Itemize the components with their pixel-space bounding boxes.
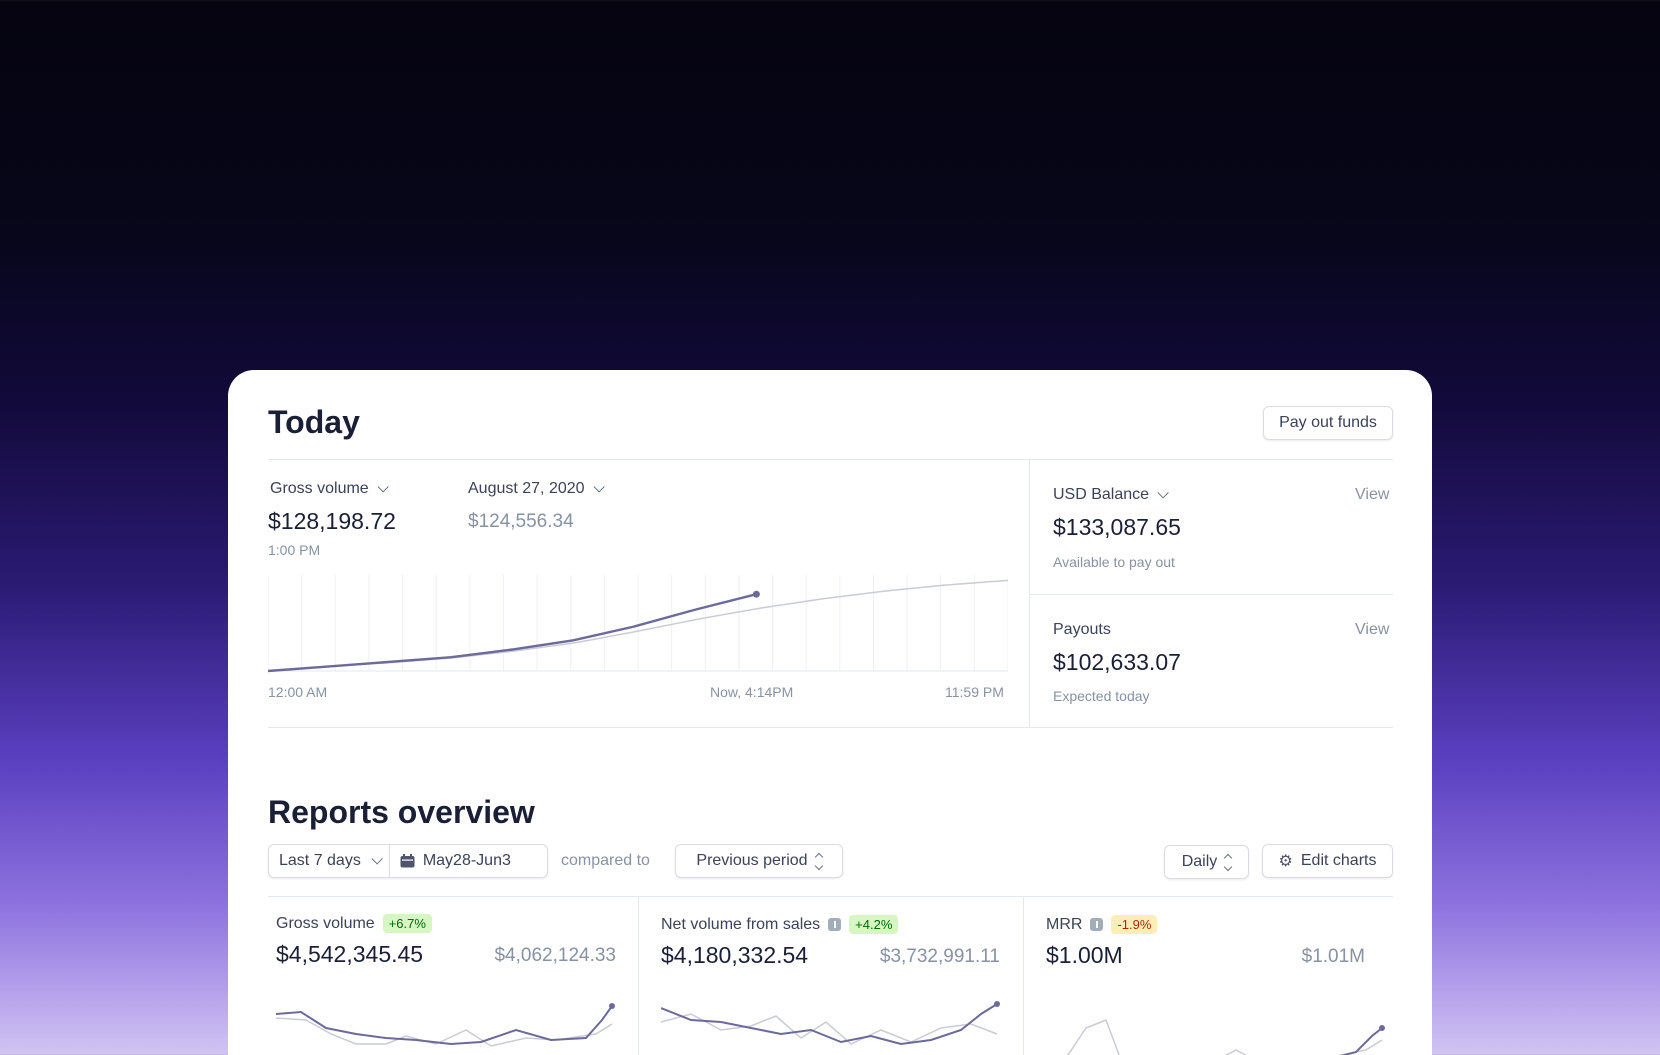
chart-current-point: [752, 590, 760, 598]
report-card-label: Gross volume: [276, 914, 375, 932]
chevron-down-icon: [593, 481, 605, 493]
today-line-chart: [268, 575, 1008, 673]
axis-label-now: Now, 4:14PM: [710, 684, 794, 700]
interval-select[interactable]: Daily: [1164, 845, 1249, 879]
gross-volume-label: Gross volume: [270, 480, 369, 497]
chevron-down-icon: [1157, 487, 1169, 499]
report-card-sparkline: [1067, 1019, 1385, 1055]
report-card-mrr-header: MRR -1.9%: [1046, 915, 1158, 934]
payouts-view-link[interactable]: View: [1355, 621, 1390, 638]
usd-balance-label: USD Balance: [1053, 486, 1150, 503]
report-card-label: Net volume from sales: [661, 915, 821, 933]
reports-title: Reports overview: [268, 794, 535, 830]
report-card-gross-volume-header: Gross volume +6.7%: [276, 914, 432, 933]
divider: [1030, 594, 1393, 595]
sort-arrows-icon: [1224, 853, 1233, 871]
report-card-label: MRR: [1046, 915, 1083, 933]
change-badge: +4.2%: [849, 915, 899, 934]
gross-volume-time: 1:00 PM: [268, 542, 321, 558]
info-icon[interactable]: [828, 918, 842, 931]
compare-date-value: $124,556.34: [468, 511, 574, 532]
interval-label: Daily: [1181, 853, 1218, 870]
comparison-period-label: Previous period: [696, 852, 808, 869]
gear-icon: ⚙: [1278, 853, 1293, 870]
report-card-net-volume-header: Net volume from sales +4.2%: [661, 915, 899, 934]
axis-label-start: 12:00 AM: [268, 684, 328, 700]
today-title: Today: [268, 404, 360, 440]
chart-series-today: [268, 593, 757, 673]
compare-date-label: August 27, 2020: [468, 480, 585, 497]
divider: [1029, 459, 1030, 727]
range-date-control[interactable]: Last 7 days May28-Jun3: [268, 844, 548, 878]
report-card-value: $4,542,345.45: [276, 941, 424, 967]
divider: [638, 897, 639, 1055]
usd-balance-selector[interactable]: USD Balance: [1053, 486, 1169, 504]
divider: [268, 896, 1393, 897]
usd-balance-subtext: Available to pay out: [1053, 554, 1175, 570]
sort-arrows-icon: [814, 852, 823, 870]
date-range-picker[interactable]: May28-Jun3: [390, 852, 521, 870]
axis-label-end: 11:59 PM: [945, 684, 1004, 700]
divider: [268, 727, 1393, 728]
payouts-subtext: Expected today: [1053, 688, 1150, 704]
compare-date-selector[interactable]: August 27, 2020: [468, 480, 605, 498]
chevron-down-icon: [371, 853, 383, 865]
gross-volume-value: $128,198.72: [268, 508, 396, 534]
edit-charts-button[interactable]: ⚙ Edit charts: [1262, 844, 1393, 878]
divider: [1023, 897, 1024, 1055]
report-card-previous-value: $3,732,991.11: [879, 946, 1000, 967]
change-badge: -1.9%: [1111, 915, 1158, 934]
payouts-value: $102,633.07: [1053, 649, 1181, 675]
report-card-sparkline: [276, 1003, 615, 1047]
range-selector[interactable]: Last 7 days: [269, 845, 390, 877]
pay-out-funds-button[interactable]: Pay out funds: [1263, 406, 1393, 440]
report-card-value: $4,180,332.54: [661, 942, 809, 968]
report-card-previous-value: $1.01M: [1301, 946, 1365, 967]
dashboard-card: Today Pay out funds Gross volume $128,19…: [228, 370, 1432, 1055]
change-badge: +6.7%: [382, 914, 432, 933]
report-card-value: $1.00M: [1046, 942, 1123, 968]
date-range-label: May28-Jun3: [422, 852, 511, 869]
report-card-sparkline: [661, 1001, 1000, 1046]
comparison-period-select[interactable]: Previous period: [675, 844, 843, 878]
report-card-previous-value: $4,062,124.33: [494, 945, 616, 966]
payouts-label: Payouts: [1053, 621, 1111, 638]
chart-grid: [268, 575, 1008, 671]
usd-balance-view-link[interactable]: View: [1355, 486, 1390, 503]
range-label: Last 7 days: [279, 852, 361, 869]
chevron-down-icon: [377, 481, 389, 493]
gross-volume-selector[interactable]: Gross volume: [270, 480, 389, 498]
info-icon[interactable]: [1090, 918, 1104, 931]
calendar-icon: [400, 854, 415, 868]
compared-to-label: compared to: [561, 852, 650, 869]
usd-balance-value: $133,087.65: [1053, 514, 1181, 540]
edit-charts-label: Edit charts: [1300, 852, 1377, 869]
divider: [268, 459, 1393, 460]
